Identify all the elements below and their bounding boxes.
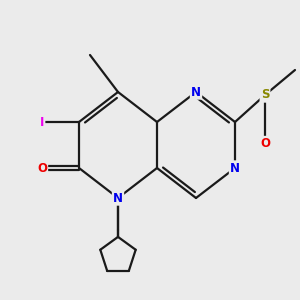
Text: O: O — [260, 137, 270, 150]
Text: I: I — [40, 116, 44, 128]
Text: S: S — [261, 88, 269, 101]
Text: N: N — [113, 191, 123, 205]
Text: O: O — [37, 161, 47, 175]
Text: N: N — [230, 161, 240, 175]
Text: N: N — [191, 85, 201, 98]
